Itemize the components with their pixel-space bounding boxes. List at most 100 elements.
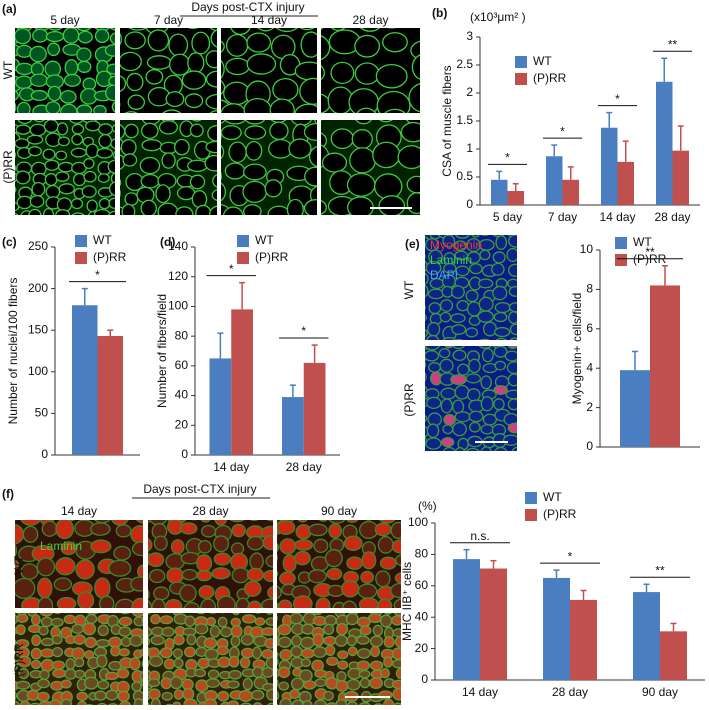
fiber (425, 350, 440, 362)
fiber (29, 194, 45, 208)
fiber (124, 31, 146, 50)
bar (507, 191, 524, 205)
bar (633, 592, 660, 680)
fiber (393, 702, 401, 705)
fiber (15, 700, 20, 705)
fiber (213, 535, 230, 553)
fiber (455, 265, 470, 277)
fiber (290, 677, 305, 691)
fiber (166, 567, 184, 584)
fiber (509, 337, 517, 340)
fiber (160, 677, 173, 690)
fiber (15, 680, 31, 690)
x-tick-label: 28 day (552, 685, 588, 699)
fiber (130, 576, 143, 592)
fiber (232, 613, 240, 616)
fiber (321, 199, 328, 215)
fiber (217, 616, 228, 628)
fiber (356, 648, 371, 659)
fiber (425, 254, 426, 260)
fiber (73, 634, 86, 645)
fiber (76, 28, 92, 32)
fiber (425, 260, 428, 272)
fiber (325, 644, 336, 656)
fiber (465, 373, 482, 384)
legend-swatch (615, 237, 627, 249)
fiber (466, 388, 481, 402)
micrograph (221, 120, 347, 243)
fiber (390, 583, 401, 599)
fiber (26, 689, 40, 701)
fiber (311, 659, 324, 672)
fiber (379, 120, 393, 123)
fiber (277, 520, 296, 535)
fiber (1, 610, 17, 626)
fiber (326, 567, 343, 581)
fiber (383, 656, 393, 668)
fiber (129, 634, 143, 647)
y-axis-label: Myogenin+ cells/field (570, 293, 584, 405)
fiber (148, 688, 161, 700)
fiber (30, 89, 48, 102)
y-tick-label: 150 (28, 322, 48, 336)
fiber (249, 552, 264, 571)
fiber (56, 596, 77, 608)
fiber (211, 567, 231, 580)
micrograph (321, 120, 420, 215)
fiber (84, 636, 97, 648)
x-tick-label: 28 day (286, 460, 322, 474)
significance-label: * (95, 268, 100, 282)
fiber (29, 73, 48, 87)
fiber (111, 520, 129, 526)
fiber (277, 691, 280, 701)
label: 28 day (192, 504, 228, 518)
fiber (478, 346, 493, 349)
fiber (120, 189, 121, 198)
fiber (439, 299, 454, 312)
fiber (148, 538, 153, 552)
fiber (406, 192, 420, 215)
fiber (403, 650, 415, 657)
fiber (122, 153, 138, 167)
fiber (213, 552, 231, 566)
fiber (372, 141, 401, 169)
fiber (173, 657, 184, 669)
fiber (161, 152, 176, 169)
fiber (330, 228, 347, 243)
fiber (242, 180, 267, 204)
bar (303, 362, 326, 455)
fiber (408, 83, 420, 113)
fiber (141, 122, 159, 140)
fiber (393, 598, 401, 608)
fiber (355, 120, 373, 125)
fiber (188, 28, 198, 30)
y-tick-label: 100 (408, 515, 428, 529)
fiber (249, 520, 259, 522)
legend-label: (P)RR (255, 250, 289, 264)
fiber (321, 65, 326, 81)
fiber (520, 252, 532, 263)
x-tick-label: 14 day (213, 460, 249, 474)
fiber (282, 554, 297, 573)
significance-label: * (560, 124, 565, 138)
fiber (426, 396, 442, 410)
fiber (246, 535, 265, 551)
fiber (148, 678, 161, 688)
fiber (77, 591, 95, 608)
fiber (228, 141, 247, 163)
bar (617, 161, 634, 205)
fiber (492, 285, 508, 301)
fiber (131, 541, 143, 557)
fiber (40, 648, 55, 658)
y-tick-label: 8 (586, 282, 593, 296)
fiber (341, 600, 358, 608)
fiber (361, 551, 377, 570)
fiber (124, 123, 139, 139)
fiber (131, 681, 143, 692)
y-tick-label: 80 (175, 328, 189, 342)
fiber (482, 321, 497, 337)
fiber (314, 678, 327, 688)
significance-label: * (568, 549, 573, 563)
fiber (186, 633, 197, 646)
fiber (165, 703, 173, 705)
